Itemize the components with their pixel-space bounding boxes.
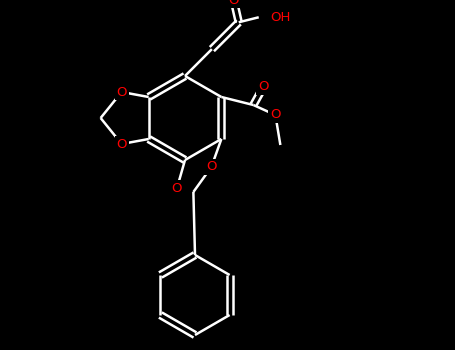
Text: O: O xyxy=(116,138,127,150)
Text: OH: OH xyxy=(271,11,291,24)
Text: O: O xyxy=(228,0,239,7)
Text: O: O xyxy=(258,80,268,93)
Text: O: O xyxy=(116,85,127,98)
Text: O: O xyxy=(172,182,182,195)
Text: O: O xyxy=(270,108,281,121)
Text: O: O xyxy=(206,161,217,174)
